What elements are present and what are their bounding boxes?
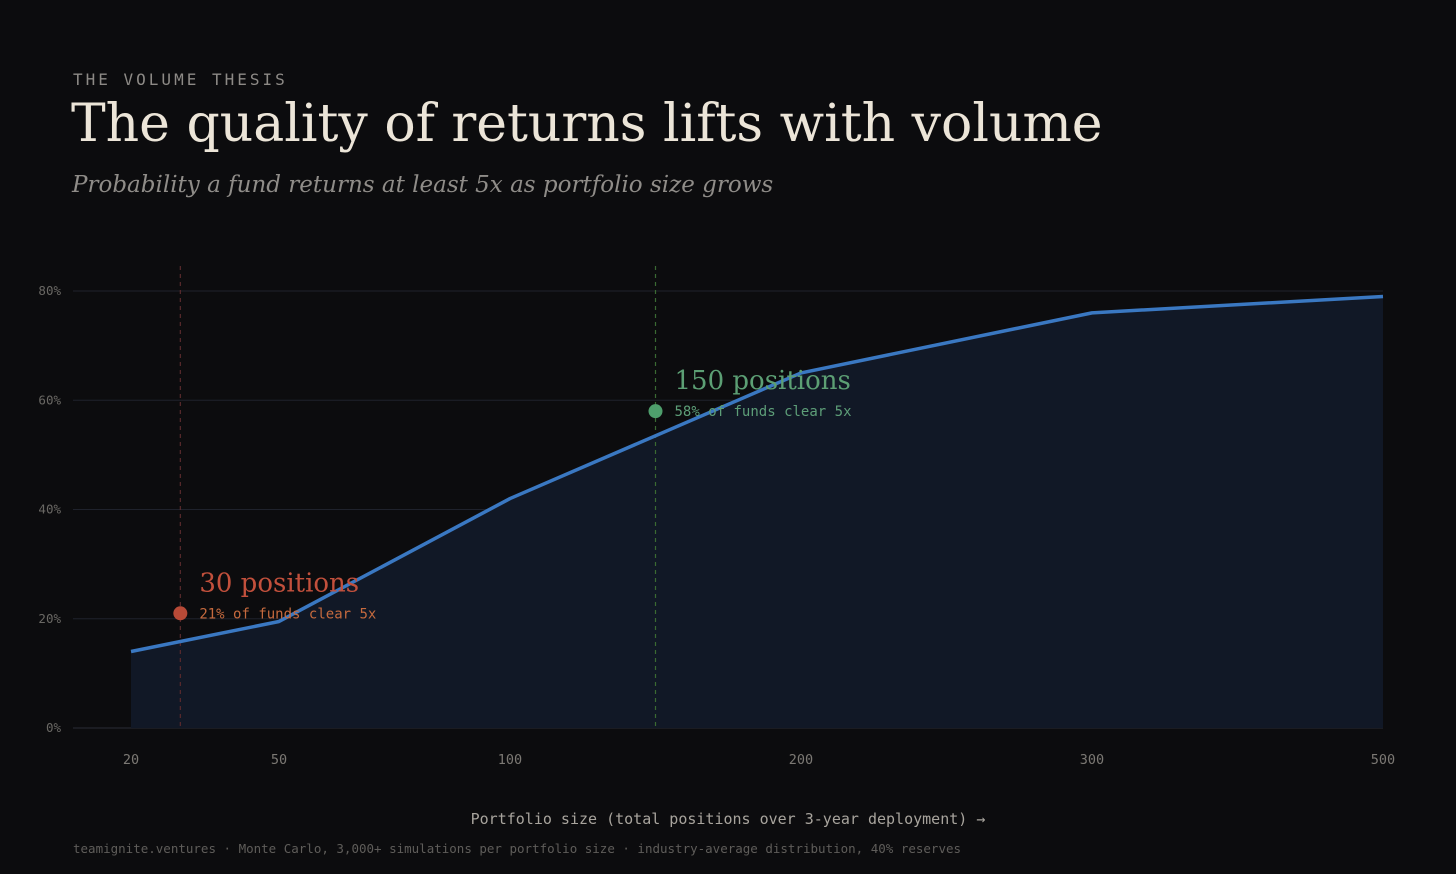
y-tick-label: 40% (38, 502, 61, 517)
x-tick-label: 200 (789, 752, 813, 768)
x-tick-label: 50 (271, 752, 287, 768)
y-tick-label: 0% (46, 720, 62, 735)
eyebrow-label: THE VOLUME THESIS (73, 70, 288, 89)
x-tick-label: 100 (498, 752, 522, 768)
y-tick-label: 80% (38, 283, 61, 298)
x-axis-label: Portfolio size (total positions over 3-y… (470, 810, 986, 828)
marker-30-dot (173, 606, 188, 621)
marker-150-detail: 58% of funds clear 5x (675, 404, 852, 420)
marker-30-detail: 21% of funds clear 5x (199, 606, 376, 622)
x-tick-label: 20 (123, 752, 139, 768)
y-tick-label: 20% (38, 611, 61, 626)
chart-title: The quality of returns lifts with volume (71, 94, 1103, 154)
marker-150-dot (648, 404, 663, 419)
source-footnote: teamignite.ventures · Monte Carlo, 3,000… (73, 841, 962, 856)
chart-subtitle: Probability a fund returns at least 5x a… (72, 172, 774, 198)
marker-30-label: 30 positions (199, 568, 359, 598)
marker-150-label: 150 positions (675, 366, 851, 396)
series-line (130, 294, 1384, 654)
x-tick-label: 300 (1080, 752, 1104, 768)
series-area (131, 296, 1383, 728)
y-tick-label: 60% (38, 392, 61, 407)
x-tick-label: 500 (1371, 752, 1395, 768)
